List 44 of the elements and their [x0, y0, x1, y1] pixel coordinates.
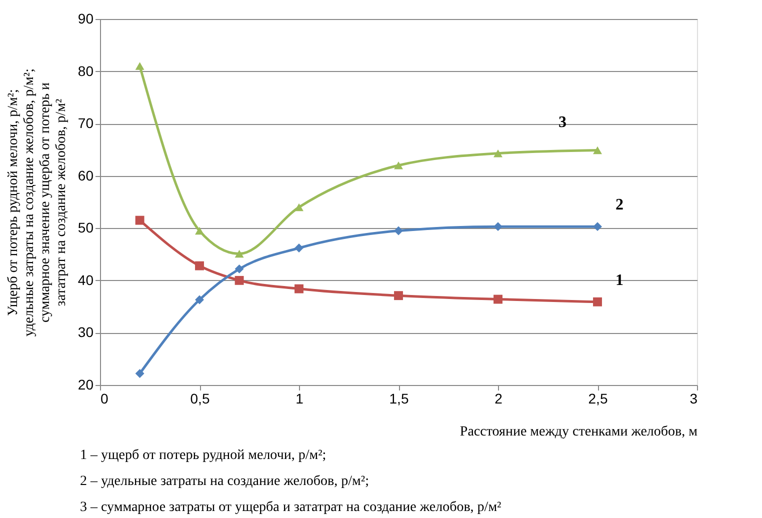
point: [394, 291, 403, 300]
x-tick-label: 0: [100, 390, 108, 406]
x-tick-label: 0,5: [190, 390, 210, 406]
point: [195, 261, 204, 270]
point: [593, 297, 602, 306]
point: [294, 284, 304, 294]
text: 1 – ущерб от потерь рудной мелочи, р/м²;: [80, 448, 326, 463]
point: [294, 203, 304, 212]
point: [294, 244, 304, 252]
y-tick-label: 40: [78, 272, 94, 288]
y-tick-label: 80: [78, 62, 94, 79]
point: [195, 226, 204, 235]
point: [494, 294, 502, 304]
x-tick-label: 1,5: [389, 390, 409, 406]
point: [394, 226, 403, 236]
point: [593, 222, 602, 232]
point: [135, 62, 144, 70]
x-tick-label: 3: [690, 390, 698, 406]
y-tick-label: 30: [78, 324, 94, 340]
x-tick-label: 2,5: [588, 390, 608, 406]
point: [135, 216, 144, 225]
point: [593, 146, 602, 154]
series-label: 1: [616, 272, 624, 289]
series-label: 2: [616, 196, 624, 214]
point: [494, 150, 502, 158]
point: [135, 369, 144, 378]
y-tick-label: 20: [78, 376, 94, 392]
x-tick-label: 1: [296, 390, 304, 406]
x-tick-label: 2: [494, 390, 503, 406]
point: [195, 295, 204, 304]
x-axis-title: Расстояние между стенками желобов, м: [460, 424, 698, 440]
point: [234, 250, 244, 258]
y-tick-label: 60: [78, 167, 94, 184]
text: 2 – удельные затраты на создание желобов, р/м²;: [80, 474, 369, 489]
y-tick-label: 50: [78, 220, 94, 236]
y-axis-title: Ущерб от потерь рудной мелочи, р/м²; удельные затраты на создание желобов, р/м²; суммарное значение ущерба от потерь и зататрат на создание желобов, р/м²: [6, 68, 69, 336]
text: 3 – суммарное затраты от ущерба и зататрат на создание желобов, р/м²: [80, 500, 502, 515]
y-tick-label: 70: [78, 115, 94, 132]
y-tick-label: 90: [78, 10, 94, 26]
series-label: 3: [558, 114, 566, 132]
point: [394, 162, 403, 170]
point: [234, 276, 244, 285]
point: [234, 264, 244, 274]
point: [494, 222, 502, 232]
